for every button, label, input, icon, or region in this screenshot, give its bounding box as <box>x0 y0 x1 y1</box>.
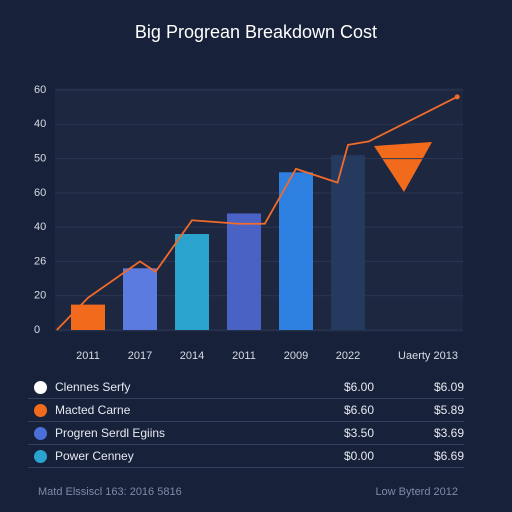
legend-value: $3.69 <box>433 426 464 440</box>
y-tick-label: 20 <box>34 290 46 302</box>
legend-value: $5.89 <box>433 403 464 417</box>
x-tick-label: 2011 <box>232 350 256 362</box>
line-end-marker <box>454 94 460 100</box>
legend-name: Progren Serdl Egiins <box>55 426 166 440</box>
legend-dot <box>34 403 47 417</box>
legend-dot <box>34 449 47 463</box>
bar <box>175 234 209 330</box>
legend-value: $3.50 <box>343 426 374 440</box>
legend-value: $0.00 <box>343 449 374 463</box>
x-tick-label: 2022 <box>336 350 360 362</box>
footer-left: Matd Elssiscl 163: 2016 5816 <box>38 486 182 498</box>
legend-name: Clennes Serfy <box>55 380 131 394</box>
legend-value: $6.00 <box>343 380 374 394</box>
legend-row: Power Cenney $0.00 $6.69 <box>28 445 464 468</box>
x-tick-label: 2011 <box>76 350 100 362</box>
line <box>56 96 458 331</box>
y-tick-label: 40 <box>34 221 46 233</box>
legend-value: $6.60 <box>343 403 374 417</box>
legend-name: Macted Carne <box>55 403 131 417</box>
legend-row: Progren Serdl Egiins $3.50 $3.69 <box>28 422 464 445</box>
bar <box>123 268 157 330</box>
legend-dot <box>34 380 47 394</box>
y-tick-label: 60 <box>34 84 46 96</box>
legend-value: $6.69 <box>433 449 464 463</box>
legend-name: Power Cenney <box>55 449 134 463</box>
y-tick-label: 50 <box>34 152 46 164</box>
bar <box>279 172 313 330</box>
x-tick-label: 2017 <box>128 350 152 362</box>
y-tick-label: 0 <box>34 324 40 336</box>
bar <box>331 155 365 330</box>
bar <box>227 213 261 330</box>
chart-title: Big Progrean Breakdown Cost <box>134 22 378 42</box>
legend-value: $6.09 <box>433 380 464 394</box>
annotation-shape <box>374 142 432 192</box>
legend-dot <box>34 426 47 440</box>
footer-right: Low Byterd 2012 <box>375 486 458 498</box>
x-tick-label: 2014 <box>180 350 204 362</box>
y-tick-label: 60 <box>34 187 46 199</box>
y-tick-label: 40 <box>34 118 46 130</box>
bar <box>71 304 105 330</box>
legend-row: Macted Carne $6.60 $5.89 <box>28 399 464 422</box>
x-tick-label: Uaerty 2013 <box>398 350 458 362</box>
x-tick-label: 2009 <box>284 350 308 362</box>
legend-table: Clennes Serfy $6.00 $6.09 Macted Carne $6.60… <box>28 376 464 468</box>
y-tick-label: 26 <box>34 255 46 267</box>
legend-row: Clennes Serfy $6.00 $6.09 <box>28 376 464 399</box>
